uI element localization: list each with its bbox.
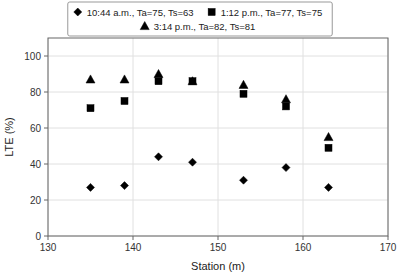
- point: [155, 153, 163, 161]
- legend-marker: [140, 22, 149, 30]
- marks: [86, 70, 333, 192]
- tick-label: 100: [24, 51, 41, 62]
- tick-mark: [44, 200, 48, 201]
- tick-label: 20: [30, 195, 42, 206]
- point: [155, 78, 162, 85]
- legend: 10:44 a.m., Ta=75, Ts=63 1:12 p.m., Ta=77…: [68, 2, 332, 36]
- legend-label: 1:12 p.m., Ta=77, Ts=75: [221, 7, 323, 18]
- y-axis-label: LTE (%): [3, 117, 15, 157]
- legend-item: 3:14 p.m., Ta=82, Ts=81: [140, 21, 255, 32]
- point: [325, 144, 332, 151]
- tick-label: 130: [40, 242, 57, 253]
- point: [240, 90, 247, 97]
- point: [87, 183, 95, 191]
- series: [86, 70, 333, 141]
- legend-item: 10:44 a.m., Ta=75, Ts=63: [74, 7, 194, 18]
- tick-mark: [44, 236, 48, 237]
- point: [120, 75, 129, 83]
- series: [87, 153, 333, 192]
- legend-marker: [208, 9, 215, 16]
- grid-line: [48, 164, 388, 165]
- x-axis-label: Station (m): [191, 260, 245, 272]
- point: [121, 182, 129, 190]
- series: [87, 78, 332, 152]
- point: [282, 95, 291, 103]
- tick-mark: [48, 236, 49, 240]
- tick-mark: [44, 56, 48, 57]
- point: [324, 133, 333, 141]
- tick-label: 60: [30, 123, 42, 134]
- point: [325, 183, 333, 191]
- plot-frame: [48, 38, 388, 236]
- point: [189, 78, 196, 85]
- grid-line: [48, 128, 388, 129]
- grid-line: [218, 38, 219, 236]
- grid-line: [133, 38, 134, 236]
- grid-line: [303, 38, 304, 236]
- point: [240, 176, 248, 184]
- tick-mark: [44, 92, 48, 93]
- point: [239, 80, 248, 88]
- tick-mark: [388, 236, 389, 240]
- point: [189, 158, 197, 166]
- tick-mark: [303, 236, 304, 240]
- legend-label: 3:14 p.m., Ta=82, Ts=81: [154, 21, 256, 32]
- point: [87, 105, 94, 112]
- legend-item: 1:12 p.m., Ta=77, Ts=75: [208, 7, 322, 18]
- point: [282, 164, 290, 172]
- legend-marker: [74, 8, 82, 16]
- point: [121, 98, 128, 105]
- grid-line: [48, 92, 388, 93]
- tick-label: 160: [295, 242, 312, 253]
- tick-label: 0: [35, 231, 41, 242]
- tick-mark: [133, 236, 134, 240]
- chart: 130 140 150 160 170 0 20 40 60 80 100 Station (m) LT…: [0, 0, 400, 278]
- point: [154, 70, 163, 78]
- tick-mark: [218, 236, 219, 240]
- tick-label: 140: [125, 242, 142, 253]
- point: [283, 103, 290, 110]
- point: [86, 75, 95, 83]
- grid: [48, 38, 388, 236]
- grid-line: [48, 56, 388, 57]
- tick-mark: [44, 128, 48, 129]
- tick-label: 40: [30, 159, 42, 170]
- tick-mark: [44, 164, 48, 165]
- legend-label: 10:44 a.m., Ta=75, Ts=63: [87, 7, 194, 18]
- tick-label: 80: [30, 87, 42, 98]
- tick-label: 170: [380, 242, 397, 253]
- grid-line: [48, 200, 388, 201]
- legend-frame: [68, 2, 332, 36]
- point: [188, 77, 197, 85]
- tick-label: 150: [210, 242, 227, 253]
